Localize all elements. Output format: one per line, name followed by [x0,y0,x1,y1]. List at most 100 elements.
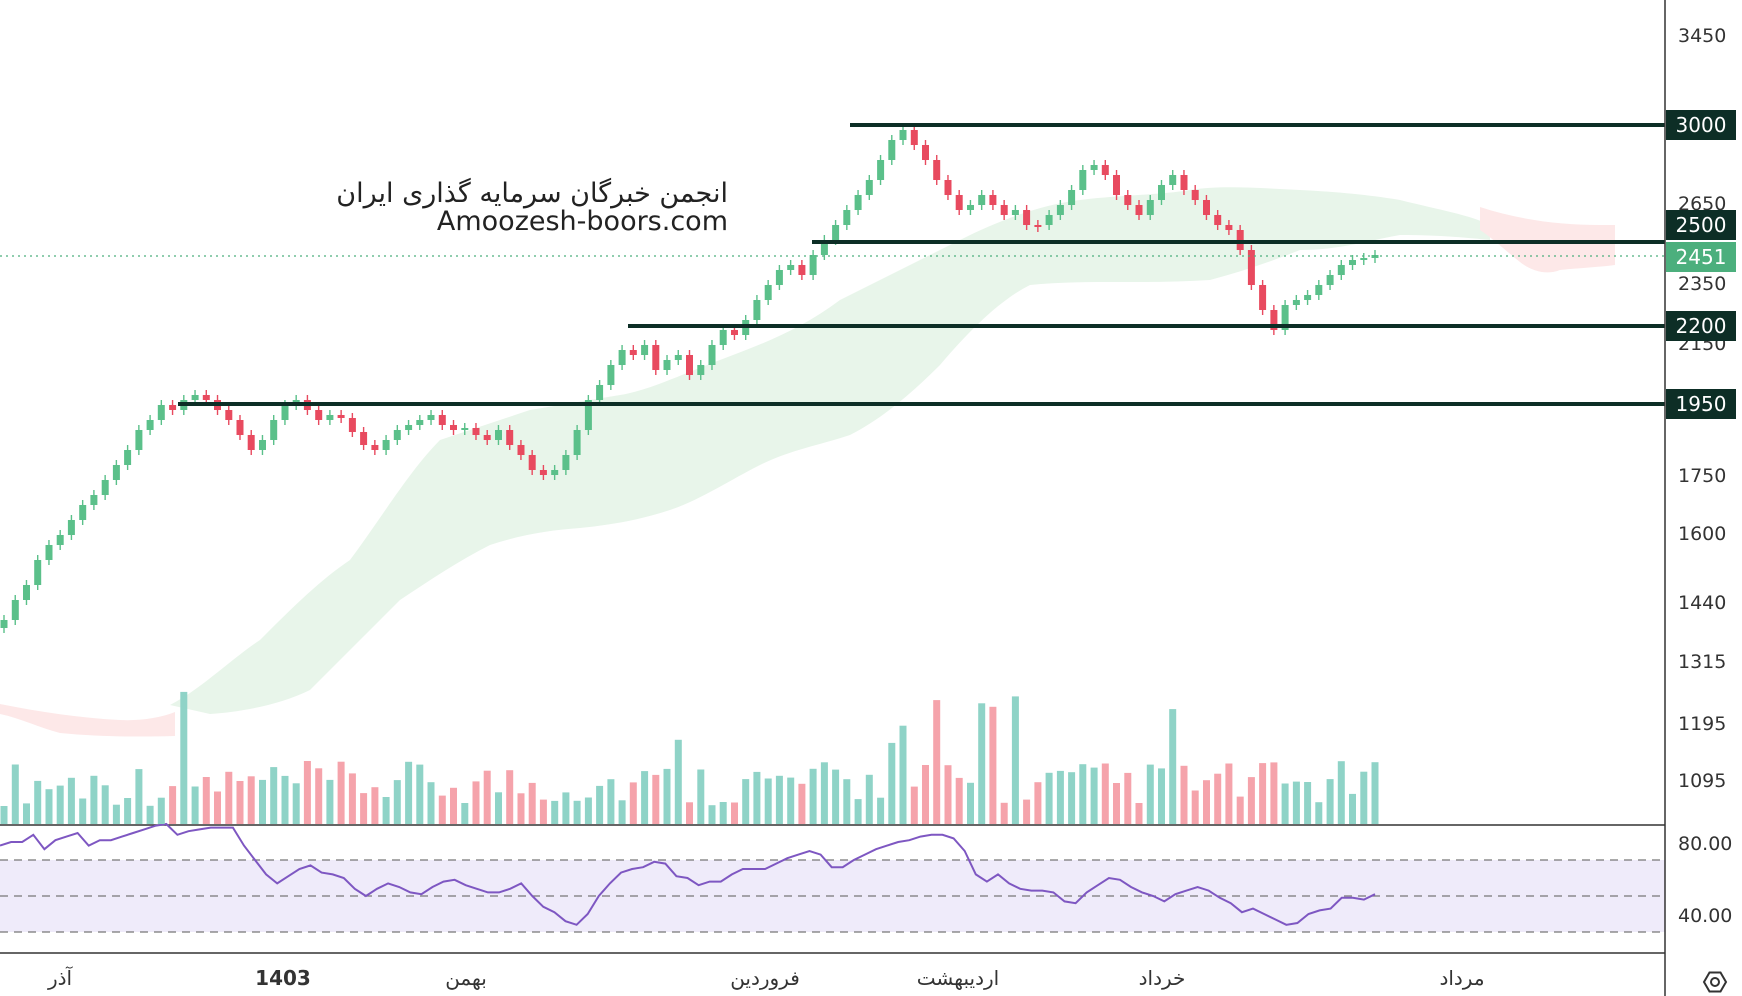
volume-bar [1101,763,1109,824]
candle [56,535,64,545]
volume-bar [910,786,918,824]
cloud-green [170,187,1490,714]
candle [1349,260,1356,265]
candle [225,410,233,420]
candle [101,480,109,495]
current-price-badge [1666,242,1736,272]
candle [910,130,918,145]
candle [517,445,525,455]
level-3000-badge[interactable] [1666,110,1736,140]
volume-bar [989,706,997,824]
candle [90,495,98,505]
volume-bar [450,787,457,824]
price-axis[interactable]: 3450 2650 2350 2150 1750 1600 1440 1315 … [1664,0,1736,996]
volume-bar [618,800,626,824]
candle [989,195,997,205]
candle [393,430,401,440]
volume-bar [697,769,705,824]
volume-bar [539,799,547,824]
chart-settings-icon[interactable] [1702,971,1728,993]
volume-bar [1158,768,1165,824]
volume-bar [23,803,30,824]
volume-bar [348,773,356,824]
price-tick: 1195 [1678,713,1726,735]
time-label-azar: آذر [47,965,74,990]
volume-bar [1360,771,1368,824]
candle [775,270,783,285]
level-2500-badge[interactable] [1666,210,1736,240]
candle [528,455,536,470]
candle [573,430,581,455]
volume-bar [528,782,536,824]
candle [483,435,491,440]
volume-bar [416,764,424,824]
candle [337,415,345,418]
volume-bar [922,765,929,824]
volume-bar [259,779,266,824]
candle [933,160,941,180]
price-tick: 1600 [1678,523,1726,545]
volume-bar [1079,764,1087,824]
volume-bar [798,783,806,824]
time-label-mordad: مرداد [1439,966,1484,990]
candle [652,345,660,370]
candle [450,425,457,430]
candle [641,345,649,355]
volume-bar [1045,772,1053,824]
candle [1124,195,1132,205]
candle [663,360,671,370]
level-1950-badge[interactable] [1666,389,1736,419]
level-3000-label: 3000 [1676,113,1727,137]
time-label-khordad: خرداد [1139,966,1186,990]
candle [731,330,738,335]
candle [281,405,289,420]
volume-bar [517,793,525,824]
candle [596,385,604,400]
volume-bar [753,771,761,824]
candle [405,425,413,430]
candle [1045,215,1053,225]
volume-bar [686,802,693,824]
candle [708,345,716,365]
volume-bar [764,778,772,824]
volume-bar [674,739,682,824]
level-2500-label: 2500 [1676,213,1727,237]
candle [1011,210,1019,215]
time-label-bahman: بهمن [445,966,487,990]
volume-bar [1169,709,1177,824]
volume-bar [1259,763,1267,824]
candle [877,160,885,180]
volume-bar [1337,761,1345,824]
candle [584,400,592,430]
candle [854,195,862,210]
volume-bars [0,691,1379,824]
level-2200-badge[interactable] [1666,311,1736,341]
candle [259,440,266,450]
volume-bar [438,795,446,824]
volume-bar [360,793,368,824]
candle [697,365,705,375]
candle [1270,310,1278,330]
volume-bar [584,797,592,824]
volume-bar [1247,777,1255,824]
candle [629,350,637,355]
volume-bar [326,779,334,824]
candle [146,420,154,430]
volume-bar [315,768,323,824]
volume-bar [731,802,738,824]
volume-bar [562,792,570,824]
volume-bar [281,775,289,824]
candle [843,210,851,225]
candle [764,285,772,300]
rsi-line [0,822,1376,926]
candle [1090,165,1098,170]
volume-bar [708,805,716,824]
candle [1315,285,1323,295]
time-axis[interactable]: آذر 1403 بهمن فروردین اردیبهشت خرداد مرد… [47,965,1485,990]
candle [1214,215,1222,225]
volume-bar [202,777,210,824]
candle [1304,295,1312,300]
candle [11,600,19,620]
volume-bar [506,770,514,824]
